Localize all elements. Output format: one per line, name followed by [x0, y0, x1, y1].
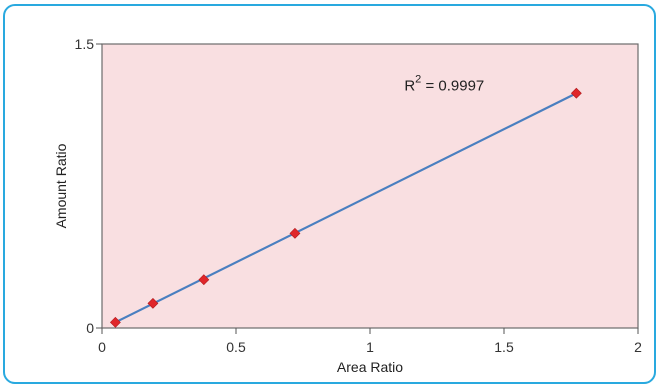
plot-area	[101, 43, 639, 329]
x-axis-label: Area Ratio	[337, 359, 403, 375]
r-squared-value: = 0.9997	[421, 78, 484, 95]
x-tick-label: 0	[98, 339, 106, 355]
r-squared-annotation: R2 = 0.9997	[404, 74, 484, 95]
y-tick-label: 0	[86, 320, 94, 336]
x-tick-labels: 0 0.5 1 1.5 2	[98, 339, 642, 355]
r-squared-superscript: 2	[415, 74, 421, 86]
x-tick-label: 0.5	[226, 339, 246, 355]
y-tick-labels: 01.5	[75, 36, 95, 336]
data-point	[147, 297, 159, 309]
data-point	[289, 227, 301, 239]
y-tick-label: 1.5	[75, 36, 95, 52]
data-points	[109, 87, 582, 328]
x-tick-label: 1.5	[494, 339, 514, 355]
y-axis-label: Amount Ratio	[53, 143, 69, 228]
r-squared-base: R	[404, 78, 415, 95]
trendline	[114, 92, 577, 324]
data-point	[109, 316, 121, 328]
x-tick-label: 1	[366, 339, 374, 355]
axis-ticks	[96, 43, 639, 334]
data-point	[570, 87, 582, 99]
data-point	[198, 274, 210, 286]
x-tick-label: 2	[634, 339, 642, 355]
